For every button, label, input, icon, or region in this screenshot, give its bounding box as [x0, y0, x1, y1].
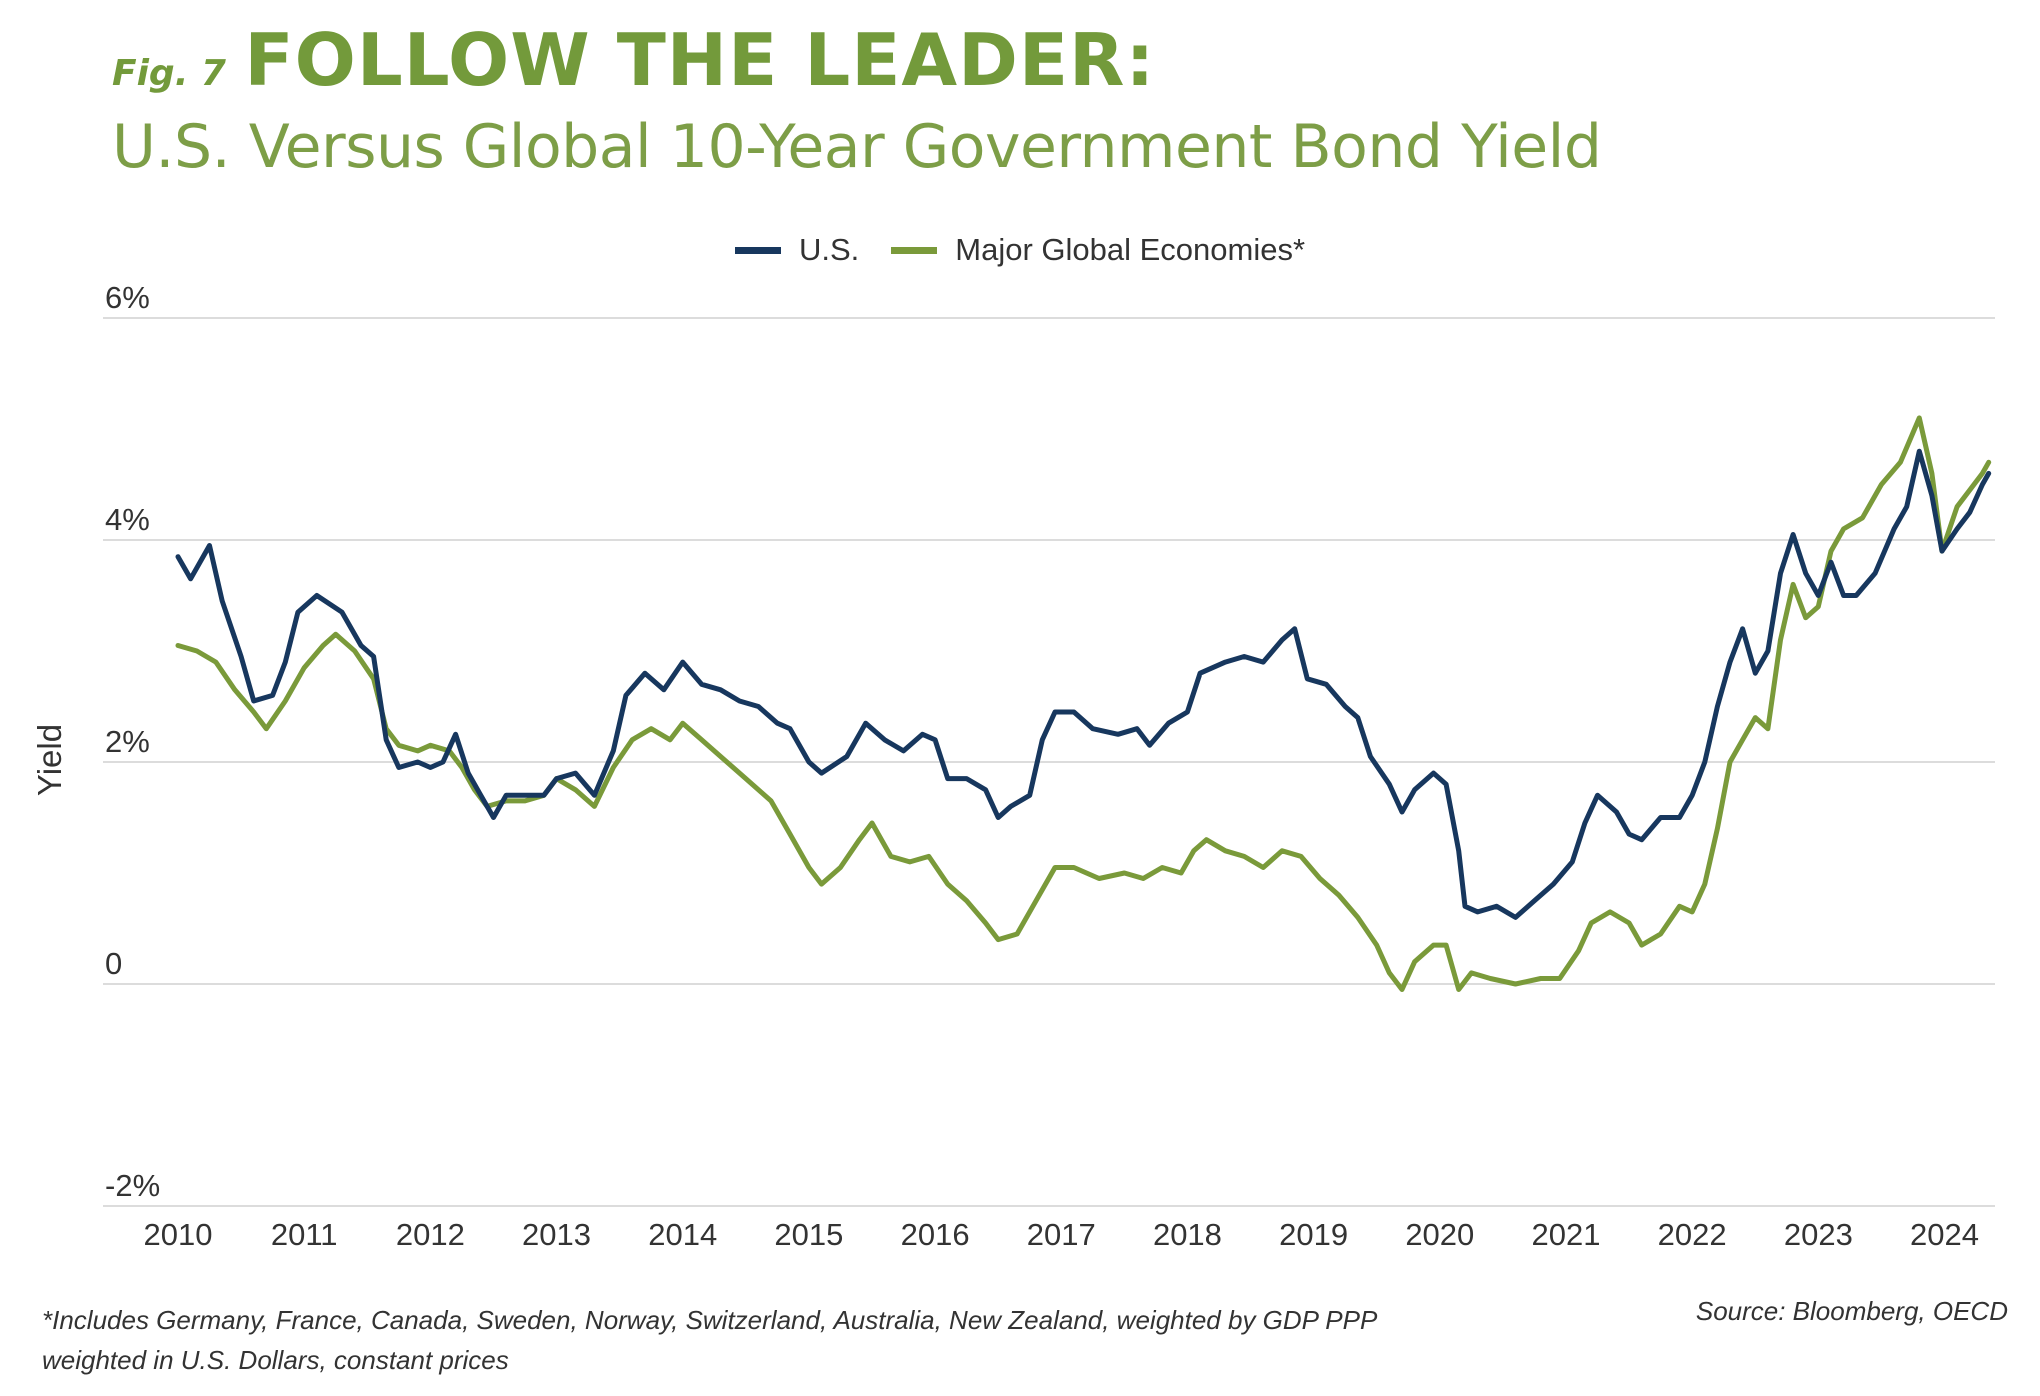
- y-tick-label: 6%: [105, 280, 150, 315]
- chart-legend: U.S. Major Global Economies*: [0, 232, 2040, 268]
- series-line-us: [175, 448, 1992, 920]
- x-tick-label: 2010: [144, 1217, 213, 1252]
- headline: FOLLOW THE LEADER:: [244, 18, 1156, 102]
- source-note: Source: Bloomberg, OECD: [1695, 1296, 2008, 1326]
- legend-swatch-global: [891, 246, 938, 254]
- x-tick-label: 2024: [1910, 1217, 1979, 1252]
- x-tick-label: 2015: [774, 1217, 843, 1252]
- footnote: *Includes Germany, France, Canada, Swede…: [42, 1305, 1377, 1375]
- x-tick-label: 2020: [1405, 1217, 1474, 1252]
- x-tick-label: 2014: [648, 1217, 717, 1252]
- x-tick-label: 2012: [396, 1217, 465, 1252]
- legend-swatch-us: [734, 246, 781, 254]
- y-tick-label: 2%: [105, 724, 150, 759]
- legend-item-global: Major Global Economies*: [891, 232, 1305, 268]
- x-tick-label: 2022: [1658, 1217, 1727, 1252]
- x-tick-label: 2019: [1279, 1217, 1348, 1252]
- chart-title-row: Fig. 7 FOLLOW THE LEADER:: [112, 18, 1155, 102]
- x-tick-label: 2011: [271, 1217, 338, 1252]
- y-axis-label: Yield: [31, 723, 68, 797]
- chart-subtitle: U.S. Versus Global 10-Year Government Bo…: [112, 112, 1602, 182]
- series-line-global: [175, 415, 1992, 992]
- y-tick-label: 0: [105, 946, 122, 981]
- legend-item-us: U.S.: [734, 232, 860, 268]
- figure-label: Fig. 7: [112, 53, 226, 94]
- x-tick-label: 2013: [522, 1217, 591, 1252]
- x-tick-label: 2018: [1153, 1217, 1222, 1252]
- y-tick-label: 4%: [105, 502, 150, 537]
- legend-label-global: Major Global Economies*: [955, 232, 1306, 267]
- x-tick-label: 2016: [901, 1217, 970, 1252]
- x-tick-label: 2021: [1532, 1217, 1601, 1252]
- y-tick-label: -2%: [105, 1168, 160, 1203]
- legend-label-us: U.S.: [798, 232, 860, 267]
- x-tick-label: 2017: [1027, 1217, 1096, 1252]
- x-tick-label: 2023: [1784, 1217, 1853, 1252]
